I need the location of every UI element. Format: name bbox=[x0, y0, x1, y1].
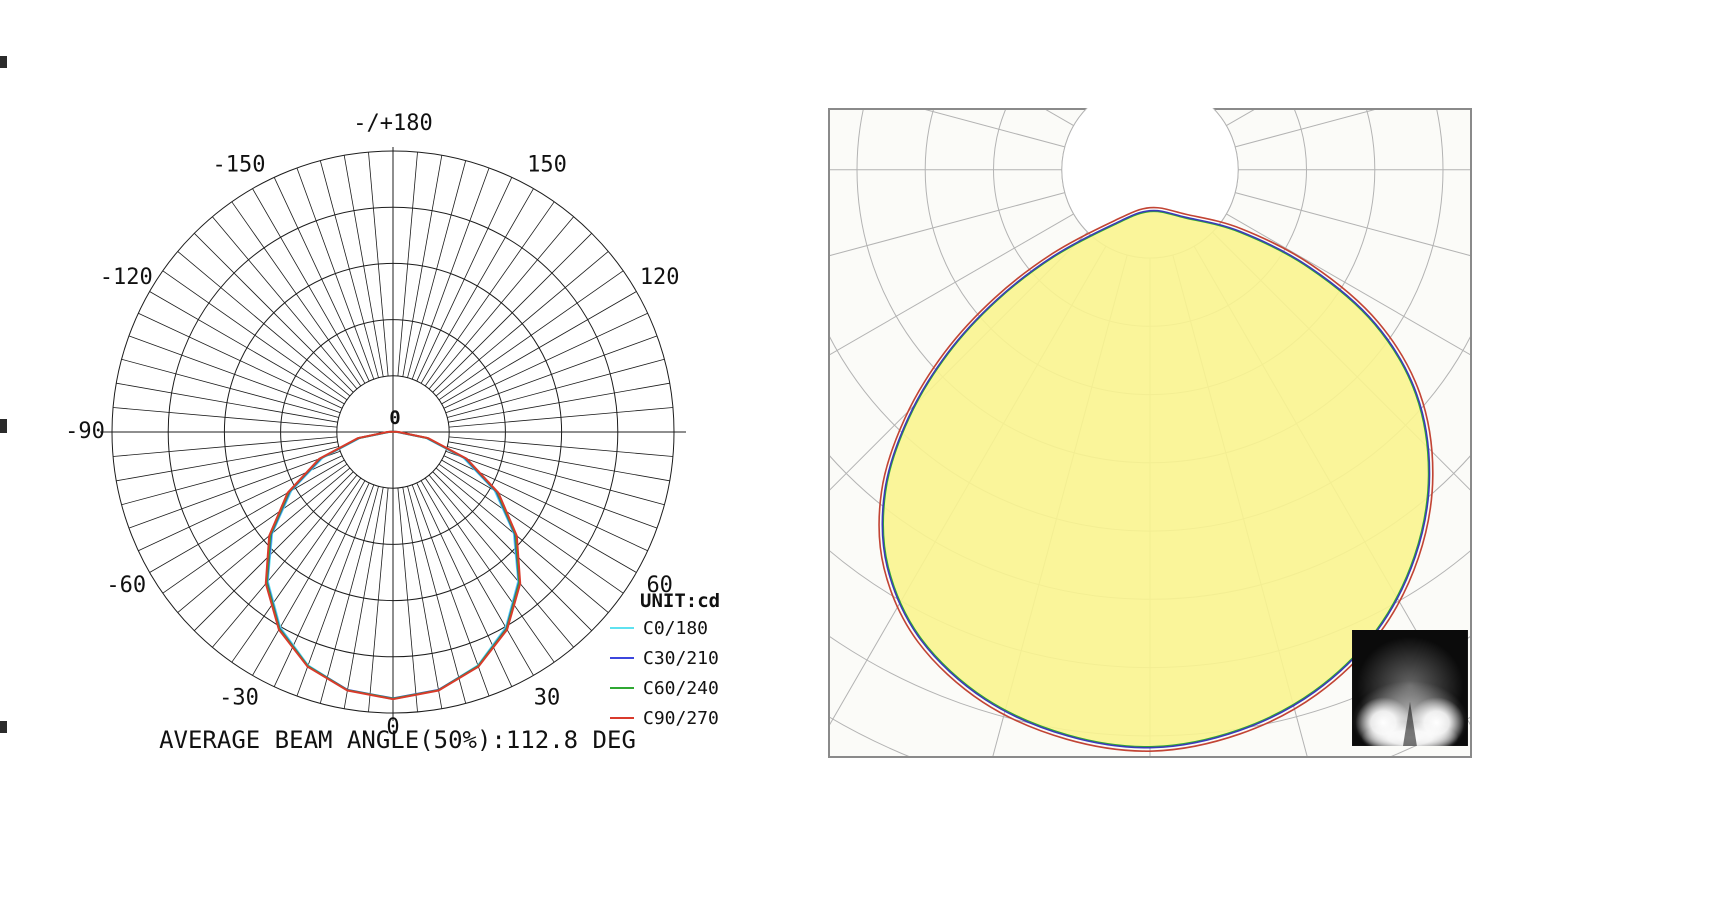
angle-label--30: -30 bbox=[219, 686, 259, 711]
beam-outline-inner bbox=[882, 210, 1429, 748]
angle-label--90: -90 bbox=[65, 419, 105, 444]
angle-label--60: -60 bbox=[106, 573, 146, 598]
legend-label: C60/240 bbox=[643, 677, 719, 699]
legend-color-line bbox=[610, 687, 634, 689]
legend-item-C0/180: C0/180 bbox=[610, 614, 720, 642]
average-beam-angle-caption: AVERAGE BEAM ANGLE(50%):112.8 DEG bbox=[159, 726, 636, 754]
legend-color-line bbox=[610, 627, 634, 629]
legend-item-C60/240: C60/240 bbox=[610, 674, 720, 702]
angle-label-120: 120 bbox=[640, 265, 680, 290]
chart-legend: UNIT:cd C0/180 C30/210 C60/240 C90/270 bbox=[610, 590, 720, 732]
polar-intensity-chart: -/+180 -150 150 -120 120 -90 -60 60 -30 30 0 0 bbox=[65, 111, 686, 740]
legend-label: C90/270 bbox=[643, 707, 719, 729]
angle-label--120: -120 bbox=[100, 265, 153, 290]
scan-artifact bbox=[0, 721, 7, 733]
unit-label: UNIT:cd bbox=[640, 590, 721, 612]
scan-artifact bbox=[0, 419, 7, 433]
intensity-curve-C90/270 bbox=[264, 430, 522, 701]
scan-artifact bbox=[0, 56, 7, 68]
angle-label-150: 150 bbox=[527, 152, 567, 177]
beam-fill bbox=[882, 210, 1430, 748]
polar-grid bbox=[100, 147, 686, 721]
beam-distribution bbox=[878, 206, 1434, 752]
radial-zero-label: 0 bbox=[389, 407, 400, 429]
legend-label: C0/180 bbox=[643, 617, 709, 639]
beam-outline-main bbox=[881, 209, 1431, 749]
legend-label: C30/210 bbox=[643, 647, 719, 669]
angle-label--/+180: -/+180 bbox=[353, 111, 432, 136]
luminaire-photo-inset bbox=[1352, 629, 1468, 746]
legend-items: C0/180 C30/210 C60/240 C90/270 bbox=[610, 614, 720, 732]
angle-label-30: 30 bbox=[534, 686, 561, 711]
beam-rendering-panel bbox=[828, 108, 1472, 758]
legend-color-line bbox=[610, 657, 634, 659]
angle-label-0: 0 bbox=[386, 715, 399, 740]
beam-outline-outer bbox=[878, 206, 1434, 752]
legend-color-line bbox=[610, 717, 634, 719]
angle-label--150: -150 bbox=[213, 152, 266, 177]
legend-item-C90/270: C90/270 bbox=[610, 704, 720, 732]
legend-item-C30/210: C30/210 bbox=[610, 644, 720, 672]
angle-label-60: 60 bbox=[646, 573, 673, 598]
